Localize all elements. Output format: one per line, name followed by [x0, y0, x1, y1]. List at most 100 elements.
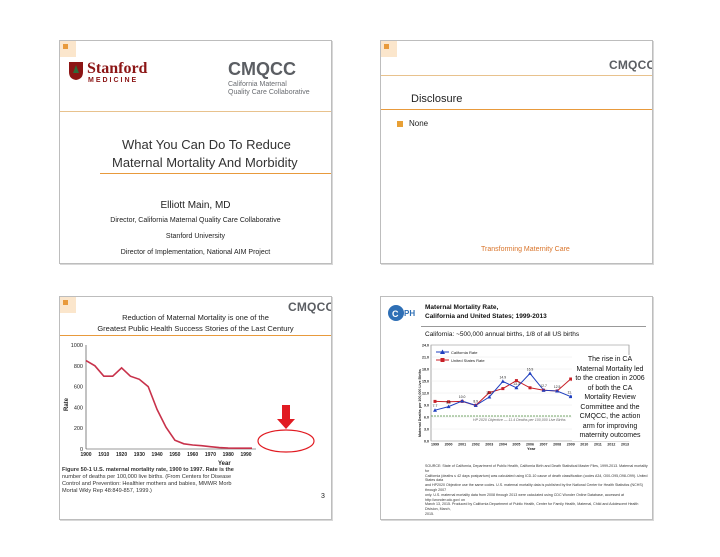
- slide-corner-decoration: [60, 297, 76, 313]
- note-line5: Mortality Review: [584, 394, 636, 401]
- x-tick-label: 1900: [80, 452, 91, 458]
- header-divider: [381, 75, 652, 76]
- x-tick-label: 2011: [594, 443, 602, 447]
- ca-data-label: 8.9: [473, 399, 478, 403]
- note-line2: Maternal Mortality led: [576, 365, 644, 373]
- page-number: 3: [321, 493, 325, 500]
- x-tick-label: 2010: [580, 443, 588, 447]
- source-line1: SOURCE: State of California, Department …: [425, 464, 648, 473]
- title-line2: Maternal Mortality And Morbidity: [112, 155, 298, 170]
- annotation-note: The rise in CA Maternal Mortality led to…: [572, 355, 648, 441]
- ca-data-point: [568, 394, 573, 399]
- slide-corner-decoration: [381, 41, 397, 57]
- ca-data-point: [460, 399, 465, 403]
- title-underline: [100, 173, 331, 174]
- stanford-medicine-label: MEDICINE: [88, 77, 139, 84]
- y-tick-label: 3.0: [424, 427, 429, 431]
- x-tick-label: 1970: [205, 452, 216, 458]
- x-tick-label: 2012: [607, 443, 615, 447]
- caption-line3: Control and Prevention: Healthier mother…: [62, 481, 232, 487]
- y-tick-label: 0.0: [424, 439, 429, 443]
- caption-line2: number of deaths per 100,000 live births…: [62, 474, 232, 480]
- y-tick-label: 12.0: [422, 391, 429, 395]
- y-tick-label: 18.0: [422, 367, 429, 371]
- figure-caption: Figure 50-1 U.S. maternal mortality rate…: [62, 467, 234, 495]
- caption-line1: Figure 50-1 U.S. maternal mortality rate…: [62, 467, 234, 473]
- ca-data-label: 16.9: [527, 367, 534, 371]
- chart-axes: [85, 345, 256, 450]
- ca-us-mortality-chart: 0.0 3.0 6.0 9.0 12.0 15.0 18.0 21.0 24.0 1999 2000…: [418, 343, 630, 451]
- y-tick-label: 200: [74, 426, 83, 432]
- us-data-point: [569, 377, 573, 381]
- stanford-wordmark: Stanford: [87, 60, 148, 77]
- ca-data-point: [514, 385, 519, 390]
- legend-us-label: United States Rate: [451, 358, 485, 363]
- slide-footer: Transforming Maternity Care: [481, 246, 570, 253]
- note-line3: to the creation in 2006: [575, 375, 645, 382]
- ca-data-label: 14.9: [500, 375, 507, 379]
- slide-historic-mortality[interactable]: CMQCC Reduction of Maternal Mortality is…: [59, 296, 332, 520]
- x-tick-label: 2003: [485, 443, 493, 447]
- presenter-role-3: Director of Implementation, National AIM…: [120, 249, 271, 256]
- note-line7: CMQCC, the action: [579, 413, 641, 420]
- ca-data-label: 13.3: [513, 382, 520, 386]
- x-tick-label: 1960: [187, 452, 198, 458]
- hp2020-label: HP 2020 Objective — 11.4 Deaths per 100,…: [473, 418, 566, 422]
- source-line6: 2015.: [425, 511, 434, 516]
- slide-title-line2: Greatest Public Health Success Stories o…: [97, 324, 294, 333]
- historic-mortality-chart: 0 200 400 600 800 1000 1900 1910 1920 1930 1940 195…: [64, 343, 315, 467]
- source-line2: California (deaths ≤ 42 days postpartum)…: [425, 473, 648, 483]
- x-tick-label: 1990: [240, 452, 251, 458]
- source-line5: March 13, 2015. Produced by California D…: [425, 502, 639, 512]
- title-underline: [421, 326, 646, 327]
- down-arrow-icon: [277, 405, 295, 429]
- y-tick-label: 1000: [71, 343, 83, 349]
- header-divider: [60, 111, 331, 112]
- x-tick-label: 2009: [567, 443, 575, 447]
- cmqcc-subtitle: California Maternal Quality Care Collabo…: [228, 81, 310, 97]
- y-tick-label: 15.0: [422, 379, 429, 383]
- legend-us-marker: [440, 358, 445, 362]
- ca-data-label: 12.7: [540, 384, 547, 388]
- slide-title-line1: Reduction of Maternal Mortality is one o…: [122, 313, 269, 322]
- legend-ca-marker: [440, 349, 445, 354]
- note-line1: The rise in CA: [587, 356, 633, 363]
- slide-ca-us-mortality[interactable]: C PH Maternal Mortality Rate, California…: [380, 296, 653, 520]
- slide-corner-decoration: [60, 41, 76, 57]
- svg-text:PH: PH: [404, 309, 415, 318]
- y-axis-label: Maternal Deaths per 100,000 Live Births: [418, 369, 422, 437]
- x-tick-label: 1940: [152, 452, 163, 458]
- ca-data-label: 11.1: [568, 391, 574, 395]
- y-tick-label: 24.0: [422, 343, 429, 347]
- slide-disclosure[interactable]: CMQCC Disclosure None Transforming Mater…: [380, 40, 653, 264]
- title-underline: [381, 109, 652, 110]
- stanford-seal-icon: [69, 62, 83, 80]
- slide-title[interactable]: Stanford MEDICINE CMQCC California Mater…: [59, 40, 332, 264]
- chart-source: SOURCE: State of California, Department …: [425, 464, 650, 517]
- slide-title-line1: Maternal Mortality Rate,: [425, 304, 499, 311]
- title-underline: [60, 335, 331, 336]
- presenter-role-2: Stanford University: [165, 233, 226, 240]
- mortality-series-line: [85, 359, 252, 449]
- slide-title-line2: California and United States; 1999-2013: [425, 313, 547, 320]
- caption-line4: Mortal Wkly Rep 48:849-857, 1999.): [62, 488, 152, 494]
- x-tick-label: 2006: [526, 443, 534, 447]
- cmqcc-logo: CMQCC: [288, 300, 332, 314]
- presenter-name: Elliott Main, MD: [160, 200, 231, 211]
- svg-text:C: C: [392, 309, 399, 319]
- slide-title: Disclosure: [411, 93, 463, 105]
- note-line4: of both the CA: [587, 384, 633, 392]
- ca-data-point: [433, 408, 437, 412]
- cmqcc-subtitle-line1: California Maternal: [228, 81, 287, 88]
- ca-data-point: [473, 403, 478, 407]
- chart-ticks: 0.0 3.0 6.0 9.0 12.0 15.0 18.0 21.0 24.0 1999 2000…: [422, 343, 629, 446]
- cmqcc-logo: CMQCC: [609, 58, 653, 72]
- x-tick-label: 2004: [499, 443, 507, 447]
- ca-data-label: 8.6: [446, 401, 451, 405]
- x-tick-label: 1920: [116, 452, 127, 458]
- x-tick-label: 1980: [223, 452, 234, 458]
- x-tick-label: 2008: [553, 443, 561, 447]
- slide-subtitle: California: ~500,000 annual births, 1/8 …: [425, 331, 580, 338]
- title-line1: What You Can Do To Reduce: [122, 137, 291, 152]
- y-tick-label: 9.0: [424, 403, 429, 407]
